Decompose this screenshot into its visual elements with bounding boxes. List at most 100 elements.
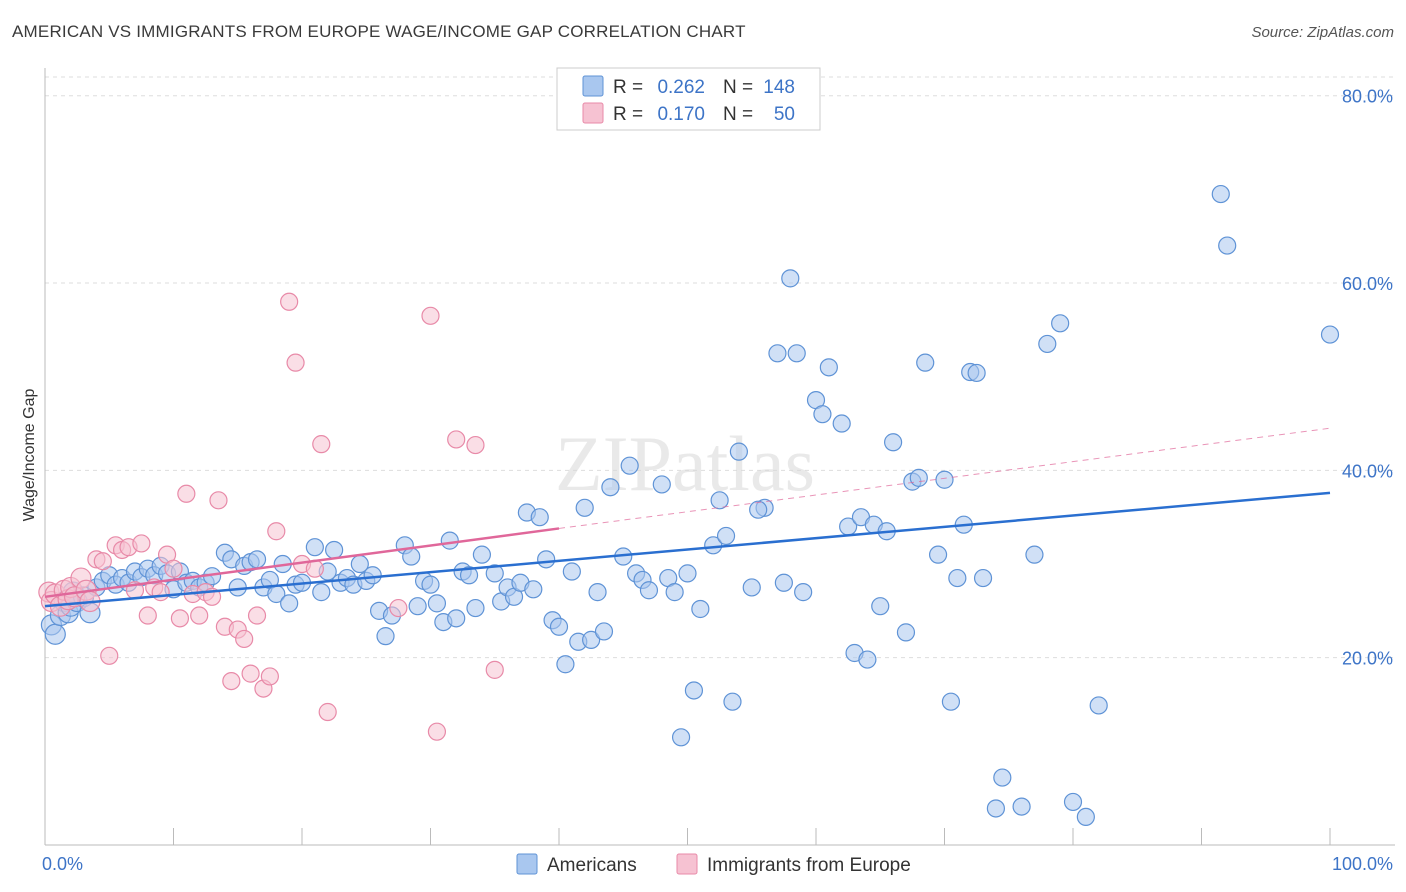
americans-point — [652, 475, 671, 494]
americans-point — [601, 478, 620, 497]
americans-point — [427, 594, 447, 613]
americans-point — [916, 353, 935, 372]
americans-point — [819, 358, 838, 377]
americans-point — [594, 622, 614, 641]
legend-r-label: R = — [613, 77, 643, 98]
americans-point — [1089, 696, 1108, 715]
americans-points — [40, 184, 1340, 827]
americans-point — [1012, 797, 1031, 816]
immigrants-point — [260, 667, 279, 686]
immigrants-point — [222, 671, 241, 691]
americans-point — [684, 681, 704, 700]
americans-point — [896, 623, 916, 642]
americans-point — [973, 568, 993, 588]
immigrants-point — [280, 292, 299, 311]
immigrants-point — [241, 664, 260, 683]
americans-point — [1038, 334, 1057, 354]
americans-point — [948, 568, 967, 588]
immigrants-point — [267, 522, 286, 541]
chart-title: AMERICAN VS IMMIGRANTS FROM EUROPE WAGE/… — [12, 22, 746, 41]
americans-point — [312, 583, 331, 602]
americans-point — [524, 580, 543, 599]
immigrants-trend-extension — [558, 427, 1331, 529]
americans-point — [941, 692, 961, 711]
trend-lines — [44, 427, 1331, 608]
americans-point — [813, 405, 832, 424]
immigrants-point — [138, 606, 157, 625]
americans-point — [582, 630, 601, 649]
americans-point — [986, 799, 1006, 818]
immigrants-point — [235, 629, 254, 649]
immigrants-point — [421, 306, 440, 325]
immigrants-points — [38, 292, 504, 741]
americans-point — [671, 728, 691, 747]
americans-point — [537, 550, 556, 569]
americans-point — [44, 623, 66, 645]
americans-point — [909, 468, 928, 487]
americans-point — [1218, 236, 1237, 255]
legend-r-label: R = — [613, 104, 643, 125]
watermark: ZIPatlas — [555, 420, 815, 507]
americans-point — [408, 597, 427, 616]
y-axis-label: Wage/Income Gap — [21, 389, 38, 522]
americans-point — [691, 599, 710, 619]
legend-n-value: 50 — [774, 104, 795, 125]
americans-point — [1025, 545, 1044, 564]
legend-swatch-americans — [516, 853, 538, 875]
americans-point — [247, 550, 267, 569]
americans-point — [639, 581, 659, 600]
americans-point — [774, 573, 793, 592]
americans-point — [742, 578, 761, 597]
americans-point — [556, 655, 575, 674]
immigrants-point — [247, 606, 267, 625]
americans-point — [466, 598, 485, 618]
americans-point — [871, 597, 890, 616]
americans-point — [768, 344, 787, 363]
immigrants-point — [286, 353, 305, 372]
americans-point — [376, 627, 395, 646]
americans-point — [485, 564, 504, 583]
americans-point — [678, 564, 697, 583]
legend-r-value: 0.170 — [657, 104, 705, 125]
immigrants-point — [190, 606, 209, 625]
americans-point — [723, 692, 742, 711]
americans-point — [710, 491, 729, 510]
immigrants-point — [447, 430, 466, 449]
y-tick-label: 40.0% — [1342, 461, 1393, 481]
americans-point — [794, 583, 813, 602]
americans-point — [883, 433, 903, 452]
series-legend: Americans Immigrants from Europe — [516, 853, 911, 876]
legend-swatch-immigrants — [676, 853, 698, 875]
legend-label-immigrants: Immigrants from Europe — [707, 855, 911, 876]
americans-point — [858, 650, 877, 669]
source-label: Source: ZipAtlas.com — [1251, 24, 1394, 41]
americans-point — [928, 545, 948, 564]
immigrants-point — [209, 491, 228, 510]
americans-point — [787, 344, 806, 363]
americans-point — [305, 538, 324, 557]
americans-point — [781, 269, 800, 288]
immigrants-point — [318, 702, 337, 722]
legend-n-value: 148 — [763, 77, 795, 98]
americans-point — [530, 508, 549, 527]
americans-point — [665, 583, 684, 602]
legend-swatch-blue — [582, 75, 604, 97]
immigrants-point — [485, 660, 504, 679]
axes — [44, 68, 1395, 846]
legend-n-label: N = — [723, 77, 753, 98]
y-tick-label: 60.0% — [1342, 274, 1393, 294]
americans-point — [440, 531, 459, 550]
immigrants-point — [177, 484, 196, 503]
americans-point — [575, 498, 594, 517]
americans-point — [1063, 792, 1083, 812]
immigrants-point — [93, 552, 112, 571]
americans-point — [549, 617, 569, 636]
immigrants-point — [132, 534, 151, 553]
americans-trend-line — [44, 491, 1331, 608]
y-ticks: 20.0% 40.0% 60.0% 80.0% — [1342, 87, 1393, 669]
americans-point — [749, 500, 768, 519]
legend-label-americans: Americans — [547, 855, 637, 876]
americans-point — [402, 547, 421, 566]
americans-point — [1051, 314, 1070, 333]
